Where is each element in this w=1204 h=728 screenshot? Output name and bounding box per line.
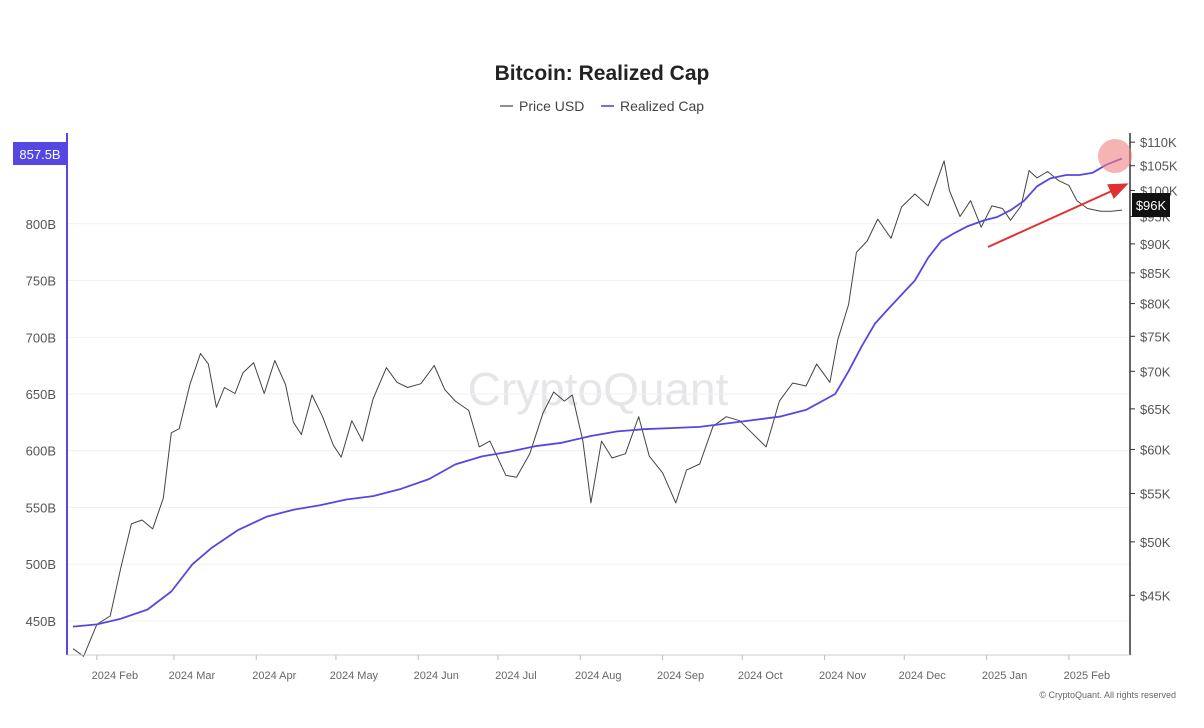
- realized-cap-badge: 857.5B: [13, 142, 67, 165]
- legend-realized-label[interactable]: Realized Cap: [620, 98, 704, 114]
- x-tick-label: 2024 Mar: [169, 670, 216, 682]
- left-tick-label: 600B: [26, 444, 56, 459]
- price-badge: $96K: [1132, 193, 1170, 217]
- left-tick-label: 500B: [26, 557, 56, 572]
- right-tick-label: $80K: [1140, 297, 1171, 312]
- right-tick-label: $55K: [1140, 487, 1171, 502]
- right-tick-label: $110K: [1140, 135, 1177, 150]
- grid: [67, 223, 1130, 622]
- left-axis: 450B 500B 550B 600B 650B 700B 750B 800B: [26, 217, 56, 629]
- x-tick-label: 2024 Sep: [657, 670, 704, 682]
- realized-cap-line: [72, 157, 1123, 628]
- left-tick-label: 700B: [26, 330, 56, 345]
- x-tick-label: 2024 Jul: [495, 670, 537, 682]
- x-tick-label: 2024 Jun: [414, 670, 459, 682]
- legend: Price USD Realized Cap: [500, 98, 704, 114]
- red-trend-arrow: [987, 183, 1129, 248]
- x-tick-label: 2024 Aug: [575, 670, 622, 682]
- x-tick-label: 2024 May: [330, 670, 379, 682]
- price-usd-line: [72, 160, 1123, 657]
- left-tick-label: 550B: [26, 500, 56, 515]
- right-tick-label: $50K: [1140, 535, 1171, 550]
- legend-price-label[interactable]: Price USD: [519, 98, 584, 114]
- x-tick-label: 2024 Feb: [92, 670, 138, 682]
- x-tick-label: 2024 Oct: [738, 670, 783, 682]
- x-tick-label: 2024 Dec: [899, 670, 947, 682]
- right-tick-label: $70K: [1140, 364, 1171, 379]
- copyright: © CryptoQuant. All rights reserved: [1039, 690, 1176, 700]
- series: [72, 157, 1123, 657]
- x-axis: 2024 Feb 2024 Mar 2024 Apr 2024 May 2024 Jun…: [92, 655, 1110, 682]
- highlight-circle: [1098, 139, 1132, 173]
- right-tick-label: $85K: [1140, 266, 1171, 281]
- x-tick-label: 2024 Nov: [819, 670, 867, 682]
- x-tick-label: 2024 Apr: [252, 670, 296, 682]
- chart-title: Bitcoin: Realized Cap: [495, 62, 710, 85]
- right-tick-label: $65K: [1140, 402, 1171, 417]
- left-tick-label: 450B: [26, 614, 56, 629]
- price-badge-text: $96K: [1136, 198, 1167, 213]
- left-tick-label: 750B: [26, 274, 56, 289]
- right-tick-label: $105K: [1140, 159, 1178, 174]
- realized-cap-badge-text: 857.5B: [19, 147, 60, 162]
- left-tick-label: 800B: [26, 217, 56, 232]
- x-tick-label: 2025 Jan: [982, 670, 1027, 682]
- watermark: CryptoQuant: [468, 363, 729, 415]
- right-tick-label: $75K: [1140, 329, 1171, 344]
- right-tick-label: $60K: [1140, 442, 1171, 457]
- right-tick-label: $90K: [1140, 237, 1171, 252]
- left-tick-label: 650B: [26, 387, 56, 402]
- right-tick-label: $45K: [1140, 588, 1171, 603]
- x-tick-label: 2025 Feb: [1064, 670, 1110, 682]
